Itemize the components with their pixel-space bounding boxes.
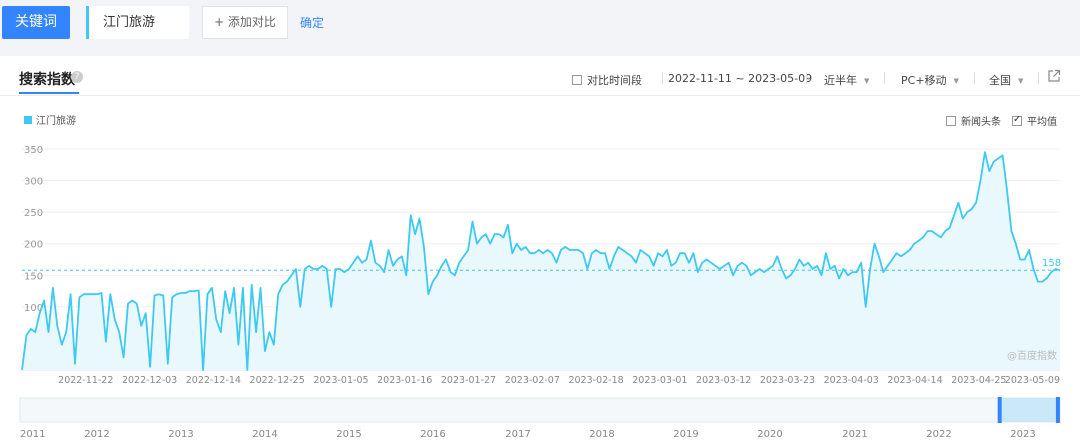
overview-window[interactable] <box>999 398 1058 422</box>
device-select-value: PC+移动 <box>901 74 947 87</box>
chevron-down-icon: ▼ <box>864 77 870 85</box>
external-link-icon[interactable] <box>1047 69 1061 83</box>
x-tick-label: 2023-01-27 <box>441 375 496 386</box>
overview-year-label: 2018 <box>589 429 614 440</box>
device-select[interactable]: PC+移动 ▼ <box>901 72 959 88</box>
panel-title: 搜索指数 <box>19 72 75 88</box>
x-tick-label: 2022-12-03 <box>122 375 177 386</box>
date-range-picker[interactable]: 2022-11-11 ~ 2023-05-09 <box>668 72 813 85</box>
x-tick-label: 2022-12-14 <box>186 375 241 386</box>
watermark: @百度指数 <box>1007 349 1057 362</box>
news-toggle[interactable]: 新闻头条 <box>946 113 1001 128</box>
period-select-value: 近半年 <box>824 74 857 87</box>
confirm-link[interactable]: 确定 <box>300 16 325 30</box>
compare-period-toggle[interactable]: 对比时间段 <box>572 72 642 88</box>
overview-year-label: 2019 <box>673 429 698 440</box>
keyword-button[interactable]: 关键词 <box>2 6 70 39</box>
overview-year-label: 2014 <box>252 429 277 440</box>
overview-year-label: 2011 <box>20 429 45 440</box>
help-icon[interactable]: ? <box>71 71 83 83</box>
y-tick-label: 350 <box>24 145 43 156</box>
overview-year-label: 2013 <box>168 429 193 440</box>
x-tick-label: 2023-04-25 <box>951 375 1006 386</box>
y-tick-label: 300 <box>24 177 43 188</box>
overview-year-label: 2016 <box>420 429 445 440</box>
average-label-text: 158 <box>1042 258 1061 269</box>
overview-left-handle[interactable] <box>997 397 1002 423</box>
series-area <box>22 152 1060 370</box>
x-tick-label: 2022-11-22 <box>58 375 113 386</box>
x-axis-ticks: 2022-11-22 2022-12-03 2022-12-14 2022-12-25… <box>58 375 1060 386</box>
overview-year-label: 2017 <box>505 429 530 440</box>
divider <box>1038 72 1039 84</box>
y-tick-label: 250 <box>24 208 43 219</box>
x-tick-label: 2023-02-07 <box>505 375 560 386</box>
divider <box>884 72 885 84</box>
chart-legend[interactable]: 江门旅游 <box>24 112 76 127</box>
overview-year-label: 2015 <box>336 429 361 440</box>
news-checkbox[interactable] <box>946 116 956 126</box>
average-checkbox[interactable] <box>1012 114 1022 126</box>
compare-period-label: 对比时间段 <box>587 74 642 87</box>
divider <box>806 72 807 84</box>
x-tick-label: 2023-05-09 <box>1005 375 1060 386</box>
overview-year-label: 2020 <box>757 429 782 440</box>
legend-swatch <box>24 116 32 124</box>
news-label: 新闻头条 <box>961 117 1001 128</box>
x-tick-label: 2023-01-05 <box>313 375 368 386</box>
title-underline <box>19 92 79 94</box>
y-tick-label: 100 <box>24 303 43 314</box>
region-select-value: 全国 <box>989 74 1011 87</box>
chevron-down-icon: ▼ <box>1018 77 1024 85</box>
legend-label: 江门旅游 <box>36 116 76 127</box>
divider <box>662 72 663 84</box>
x-tick-label: 2022-12-25 <box>250 375 305 386</box>
search-bar: 关键词 江门旅游 + 添加对比 确定 <box>0 0 1080 54</box>
x-tick-label: 2023-03-23 <box>760 375 815 386</box>
x-tick-label: 2023-04-14 <box>887 375 942 386</box>
average-toggle[interactable]: 平均值 <box>1012 113 1057 128</box>
header-divider <box>0 95 1080 96</box>
overview-year-label: 2012 <box>84 429 109 440</box>
y-tick-label: 150 <box>24 271 43 282</box>
average-label: 平均值 <box>1027 117 1057 128</box>
overview-strip[interactable] <box>19 397 1061 423</box>
add-compare-button[interactable]: + 添加对比 <box>202 6 288 39</box>
overview-year-labels: 2011 2012 2013 2014 2015 2016 2017 2018 2019 2020… <box>20 429 1036 440</box>
divider <box>974 72 975 84</box>
region-select[interactable]: 全国 ▼ <box>989 72 1023 88</box>
x-tick-label: 2023-03-12 <box>696 375 751 386</box>
x-tick-label: 2023-04-03 <box>824 375 879 386</box>
x-tick-label: 2023-02-18 <box>568 375 623 386</box>
y-axis-ticks: 100 150 200 250 300 350 <box>24 145 43 314</box>
y-tick-label: 200 <box>24 240 43 251</box>
period-select[interactable]: 近半年 ▼ <box>824 72 869 88</box>
overview-year-label: 2021 <box>842 429 867 440</box>
x-tick-label: 2023-01-16 <box>377 375 432 386</box>
series-line <box>21 151 1061 371</box>
overview-right-handle[interactable] <box>1055 397 1060 423</box>
keyword-input[interactable]: 江门旅游 <box>86 6 189 39</box>
overview-year-label: 2023 <box>1010 429 1035 440</box>
overview-year-label: 2022 <box>926 429 951 440</box>
x-tick-label: 2023-03-01 <box>632 375 687 386</box>
compare-period-checkbox[interactable] <box>572 75 582 85</box>
chevron-down-icon: ▼ <box>953 77 959 85</box>
